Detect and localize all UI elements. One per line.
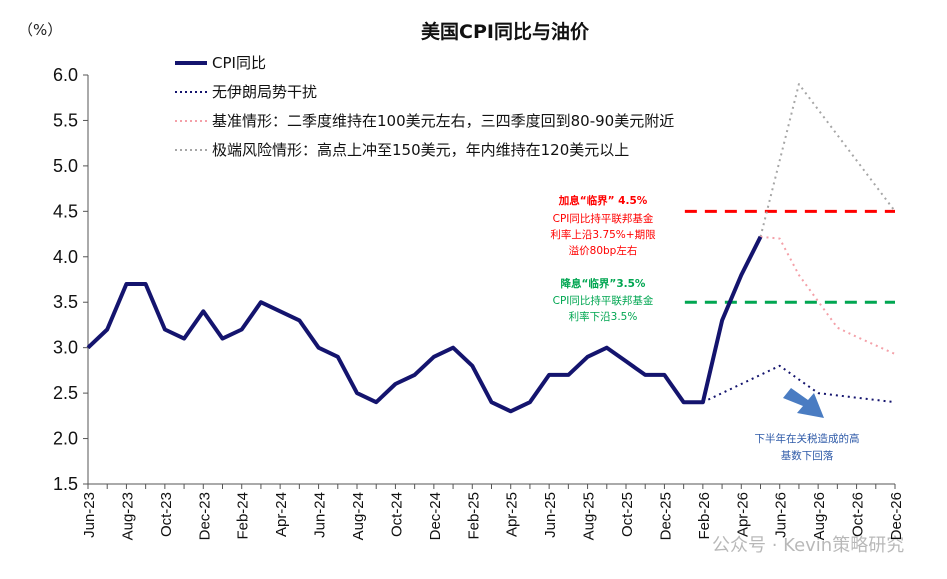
series-base-case-line — [760, 235, 896, 355]
legend-label-no-iran: 无伊朗局势干扰 — [212, 83, 317, 101]
series-lines — [86, 83, 896, 414]
legend: CPI同比 无伊朗局势干扰 基准情形：二季度维持在100美元左右，三四季度回到8… — [175, 54, 674, 159]
x-tick-label: Jun-26 — [773, 492, 790, 538]
y-tick-label: 2.5 — [53, 383, 78, 403]
x-tick-label: Jun-24 — [312, 492, 329, 538]
y-unit-label: （%） — [18, 21, 62, 39]
annotation-cut-line-2: CPI同比持平联邦基金 — [553, 294, 654, 307]
x-tick-label: Apr-24 — [273, 492, 290, 537]
annotation-base-effect: 下半年在关税造成的高 基数下回落 — [755, 432, 860, 462]
annotation-base-line-1: 下半年在关税造成的高 — [755, 432, 860, 445]
legend-label-extreme: 极端风险情形：高点上冲至150美元，年内维持在120美元以上 — [212, 141, 629, 159]
x-tick-label: Oct-25 — [619, 492, 636, 537]
y-tick-label: 4.0 — [53, 247, 78, 267]
series-cpi-line — [86, 235, 763, 414]
reference-lines — [684, 209, 895, 304]
y-tick-label: 3.0 — [53, 338, 78, 358]
legend-label-cpi: CPI同比 — [212, 54, 266, 72]
x-tick-label: Feb-25 — [465, 492, 482, 540]
y-tick-label: 2.0 — [53, 429, 78, 449]
annotation-cut-threshold: 降息“临界”3.5% CPI同比持平联邦基金 利率下沿3.5% — [553, 277, 654, 323]
series-extreme-risk-line — [759, 83, 896, 238]
x-tick-label: Aug-25 — [581, 492, 598, 540]
x-tick-label: Aug-24 — [350, 492, 367, 540]
watermark: 公众号 · Kevin策略研究 — [712, 535, 904, 556]
annotation-cut-line-3: 利率下沿3.5% — [569, 310, 638, 323]
x-tick-label: Oct-26 — [850, 492, 867, 537]
y-tick-label: 1.5 — [53, 474, 78, 494]
x-tick-label: Jun-25 — [542, 492, 559, 538]
chart-title: 美国CPI同比与油价 — [421, 20, 590, 43]
x-tick-label: Feb-24 — [235, 492, 252, 540]
axes: 1.5 2.0 2.5 3.0 3.5 4.0 4.5 5.0 5.5 6.0 Jun-23 Aug-… — [53, 65, 905, 540]
legend-label-base: 基准情形：二季度维持在100美元左右，三四季度回到80-90美元附近 — [212, 112, 674, 130]
series-no-iran-line — [702, 364, 896, 404]
annotation-hike-threshold: 加息“临界” 4.5% CPI同比持平联邦基金 利率上沿3.75%+期限 溢价8… — [550, 194, 656, 257]
annotation-hike-line-4: 溢价80bp左右 — [569, 244, 638, 257]
x-tick-label: Aug-26 — [811, 492, 828, 540]
x-tick-label: Dec-23 — [196, 492, 213, 540]
x-tick-label: Apr-25 — [504, 492, 521, 537]
y-tick-label: 3.5 — [53, 292, 78, 312]
x-tick-label: Dec-26 — [888, 492, 905, 540]
annotation-base-line-2: 基数下回落 — [781, 449, 834, 462]
x-tick-label: Feb-26 — [696, 492, 713, 540]
annotation-hike-line-1: 加息“临界” 4.5% — [558, 194, 648, 207]
y-tick-label: 6.0 — [53, 65, 78, 85]
x-tick-label: Oct-23 — [158, 492, 175, 537]
down-arrow-icon — [783, 388, 824, 418]
y-tick-label: 4.5 — [53, 201, 78, 221]
annotation-cut-line-1: 降息“临界”3.5% — [561, 277, 646, 290]
annotation-hike-line-3: 利率上沿3.75%+期限 — [550, 228, 656, 241]
x-tick-label: Apr-26 — [734, 492, 751, 537]
annotation-hike-line-2: CPI同比持平联邦基金 — [553, 212, 654, 225]
x-tick-label: Dec-25 — [657, 492, 674, 540]
y-tick-label: 5.5 — [53, 110, 78, 130]
x-tick-label: Jun-23 — [81, 492, 98, 538]
y-tick-label: 5.0 — [53, 156, 78, 176]
x-tick-label: Aug-23 — [119, 492, 136, 540]
x-tick-label: Oct-24 — [388, 492, 405, 537]
x-tick-label: Dec-24 — [427, 492, 444, 540]
